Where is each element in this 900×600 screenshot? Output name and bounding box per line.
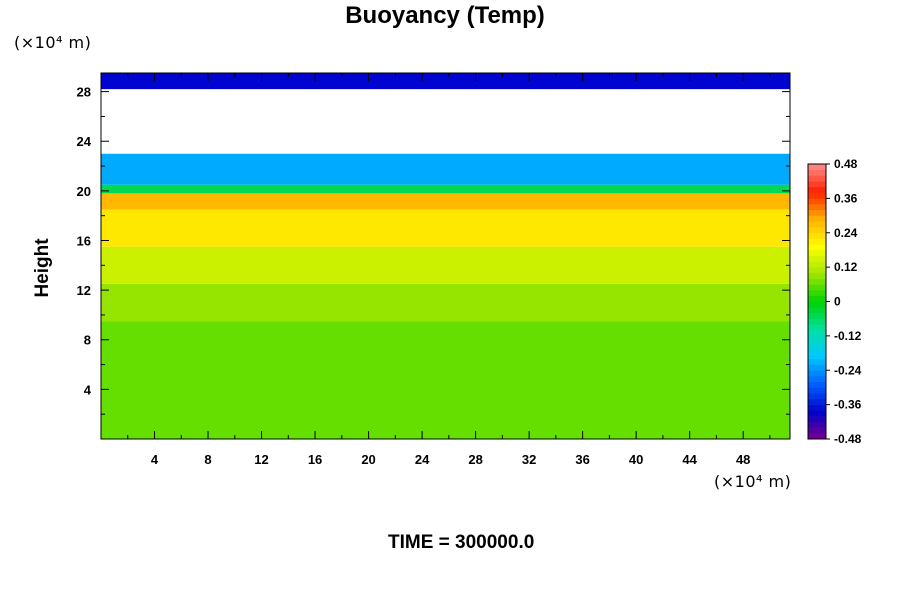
colorbar-segment: [808, 318, 826, 325]
y-tick-label: 12: [77, 283, 91, 298]
colorbar-segment: [808, 255, 826, 262]
heatmap-layer-1: [101, 283, 790, 322]
colorbar-segment: [808, 249, 826, 256]
colorbar-segment: [808, 381, 826, 388]
colorbar-segment: [808, 181, 826, 188]
x-tick-label: 8: [204, 452, 211, 467]
x-tick-label: 36: [575, 452, 589, 467]
colorbar-segment: [808, 186, 826, 193]
colorbar-segment: [808, 267, 826, 274]
y-axis-label: Height: [32, 238, 53, 298]
heatmap-layer-8: [101, 73, 790, 90]
x-tick-label: 32: [522, 452, 536, 467]
x-tick-label: 28: [468, 452, 482, 467]
colorbar-segment: [808, 290, 826, 297]
colorbar-segment: [808, 215, 826, 222]
colorbar-segment: [808, 421, 826, 428]
colorbar-tick-label: -0.24: [834, 363, 862, 377]
colorbar-tick-label: 0.36: [834, 191, 858, 205]
colorbar-segment: [808, 364, 826, 371]
colorbar-segment: [808, 175, 826, 182]
colorbar-segment: [808, 227, 826, 234]
colorbar-segment: [808, 221, 826, 228]
colorbar-segment: [808, 238, 826, 245]
colorbar-segment: [808, 301, 826, 308]
colorbar-segment: [808, 261, 826, 268]
y-tick-label: 8: [84, 333, 91, 348]
colorbar-segment: [808, 427, 826, 434]
colorbar-tick-label: 0.12: [834, 260, 858, 274]
colorbar-segment: [808, 398, 826, 405]
heatmap-layer-6: [101, 153, 790, 185]
x-tick-label: 44: [682, 452, 697, 467]
colorbar-segment: [808, 312, 826, 319]
plot-frame: [100, 72, 791, 440]
colorbar-tick-label: -0.36: [834, 398, 862, 412]
colorbar-segment: [808, 433, 826, 440]
colorbar-segment: [808, 278, 826, 285]
x-tick-label: 24: [415, 452, 430, 467]
colorbar-segment: [808, 307, 826, 314]
colorbar-segment: [808, 410, 826, 417]
chart-title: Buoyancy (Temp): [345, 2, 545, 29]
time-label: TIME = 300000.0: [388, 532, 535, 553]
x-tick-label: 4: [151, 452, 159, 467]
colorbar-segment: [808, 272, 826, 279]
heatmap-layer-5: [101, 184, 790, 194]
colorbar-segment: [808, 358, 826, 365]
colorbar-segment: [808, 330, 826, 337]
colorbar-segment: [808, 204, 826, 211]
y-tick-label: 20: [77, 184, 91, 199]
colorbar-segment: [808, 192, 826, 199]
y-tick-label: 4: [84, 382, 92, 397]
x-tick-label: 48: [736, 452, 750, 467]
colorbar-segment: [808, 341, 826, 348]
colorbar-segment: [808, 375, 826, 383]
y-tick-label: 24: [77, 134, 92, 149]
colorbar-tick-label: -0.12: [834, 329, 862, 343]
colorbar-segment: [808, 347, 826, 354]
colorbar-segment: [808, 232, 826, 239]
colorbar-tick-label: 0.48: [834, 157, 858, 171]
colorbar-segment: [808, 164, 826, 171]
colorbar-segment: [808, 416, 826, 423]
colorbar-segment: [808, 244, 826, 251]
colorbar-segment: [808, 335, 826, 342]
colorbar-segment: [808, 404, 826, 411]
x-tick-label: 16: [308, 452, 322, 467]
colorbar-segment: [808, 324, 826, 331]
colorbar-segment: [808, 387, 826, 394]
x-tick-label: 12: [254, 452, 268, 467]
colorbar-segment: [808, 209, 826, 216]
colorbar-tick-label: -0.48: [834, 432, 862, 446]
colorbar-segment: [808, 370, 826, 377]
colorbar-segment: [808, 393, 826, 400]
heatmap-layer-2: [101, 246, 790, 284]
colorbar-segment: [808, 295, 826, 302]
y-axis-unit: (×10⁴ m): [14, 33, 92, 52]
x-tick-label: 40: [629, 452, 643, 467]
colorbar-segment: [808, 198, 826, 205]
x-tick-label: 20: [361, 452, 375, 467]
colorbar-segment: [808, 353, 826, 360]
colorbar-segment: [808, 284, 826, 291]
heatmap-layer-3: [101, 209, 790, 247]
x-axis-unit: (×10⁴ m): [714, 472, 792, 491]
y-tick-label: 28: [77, 85, 91, 100]
colorbar-tick-label: 0.24: [834, 226, 858, 240]
heatmap-layer-7: [101, 89, 790, 154]
y-tick-label: 16: [77, 233, 91, 248]
heatmap-layer-0: [101, 321, 790, 439]
colorbar-tick-label: 0: [834, 295, 841, 309]
heatmap-layer-4: [101, 193, 790, 210]
colorbar-segment: [808, 169, 826, 176]
